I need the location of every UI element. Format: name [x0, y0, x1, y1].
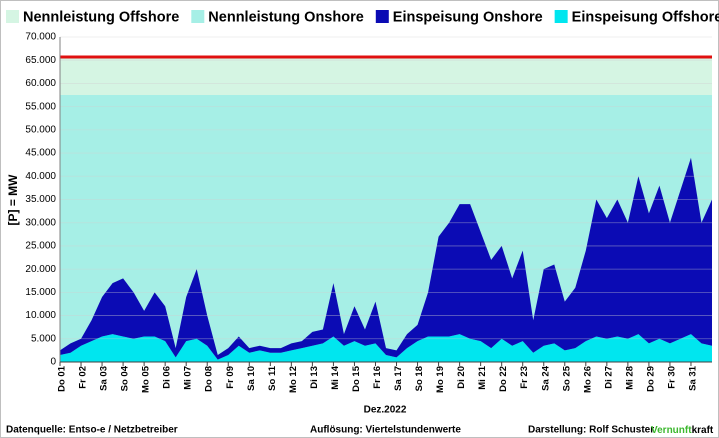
- x-tick-label: Do 01: [57, 365, 68, 392]
- footer-source: Datenquelle: Entso-e / Netzbetreiber: [6, 425, 178, 436]
- x-tick-label: Fr 09: [225, 366, 236, 389]
- x-tick-label: Sa 03: [99, 366, 110, 391]
- y-tick-label: 25.000: [25, 241, 56, 252]
- legend-swatch: [554, 10, 568, 23]
- x-tick-label: Fr 16: [372, 366, 383, 389]
- y-tick-label: 60.000: [25, 78, 56, 89]
- legend-label: Nennleistung Onshore: [208, 9, 364, 25]
- x-tick-label: Sa 17: [393, 366, 404, 391]
- x-tick-label: Fr 23: [519, 366, 530, 389]
- x-tick-label: So 11: [267, 365, 278, 391]
- x-tick-label: Mo 05: [141, 365, 152, 393]
- y-tick-label: 15.000: [25, 287, 56, 298]
- y-tick-label: 0: [50, 357, 56, 368]
- area: [60, 56, 712, 96]
- footer-brand: Vernunftkraft: [651, 425, 714, 436]
- y-tick-label: 10.000: [25, 310, 56, 321]
- x-tick-label: Di 27: [603, 366, 614, 389]
- x-tick-label: Di 13: [309, 366, 320, 389]
- legend-label: Einspeisung Onshore: [393, 9, 543, 25]
- legend-swatch: [191, 10, 205, 23]
- footer-resolution: Auflösung: Viertelstundenwerte: [310, 425, 461, 436]
- x-tick-label: Do 22: [498, 366, 509, 392]
- x-tick-label: Di 06: [162, 366, 173, 389]
- y-tick-label: 5.000: [31, 333, 56, 344]
- x-tick-label: Mo 26: [582, 366, 593, 393]
- x-tick-label: Di 20: [456, 366, 467, 389]
- x-tick-label: Fr 02: [78, 366, 89, 389]
- x-tick-label: Do 29: [645, 366, 656, 392]
- legend-swatch: [375, 10, 389, 23]
- x-tick-label: Sa 10: [246, 366, 257, 391]
- y-tick-label: 40.000: [25, 171, 56, 182]
- brand-green: Vernunft: [651, 425, 692, 436]
- y-tick-label: 20.000: [25, 264, 56, 275]
- y-tick-label: 45.000: [25, 148, 56, 159]
- x-tick-label: Mo 12: [288, 366, 299, 393]
- x-tick-label: Mi 14: [330, 365, 341, 389]
- y-tick-label: 30.000: [25, 217, 56, 228]
- x-tick-label: Sa 24: [540, 365, 551, 391]
- x-tick-label: So 04: [120, 365, 131, 391]
- y-tick-label: 55.000: [25, 101, 56, 112]
- legend-label: Nennleistung Offshore: [23, 9, 179, 25]
- brand-black: kraft: [692, 425, 714, 436]
- legend-swatch: [6, 10, 19, 23]
- y-tick-label: 65.000: [25, 55, 56, 66]
- x-tick-label: Do 08: [204, 366, 215, 392]
- x-tick-label: Mi 28: [624, 366, 635, 390]
- x-tick-label: Mi 21: [477, 365, 488, 389]
- x-tick-label: Fr 30: [666, 366, 677, 389]
- y-axis-label: [P] = MW: [6, 174, 20, 226]
- x-tick-label: Mi 07: [183, 366, 194, 390]
- y-tick-label: 35.000: [25, 194, 56, 205]
- x-tick-label: Mo 19: [435, 366, 446, 393]
- legend-label: Einspeisung Offshore: [572, 9, 719, 25]
- y-tick-label: 70.000: [25, 32, 56, 43]
- area: [60, 334, 712, 362]
- footer-author: Darstellung: Rolf Schuster: [528, 425, 654, 436]
- x-tick-label: Sa 31: [687, 365, 698, 391]
- y-tick-label: 50.000: [25, 124, 56, 135]
- plot-area: [60, 55, 712, 363]
- x-tick-label: Do 15: [351, 365, 362, 392]
- x-tick-label: So 18: [414, 366, 425, 391]
- area: [60, 157, 712, 360]
- x-tick-label: So 25: [561, 365, 572, 391]
- x-axis-label: Dez.2022: [364, 405, 407, 416]
